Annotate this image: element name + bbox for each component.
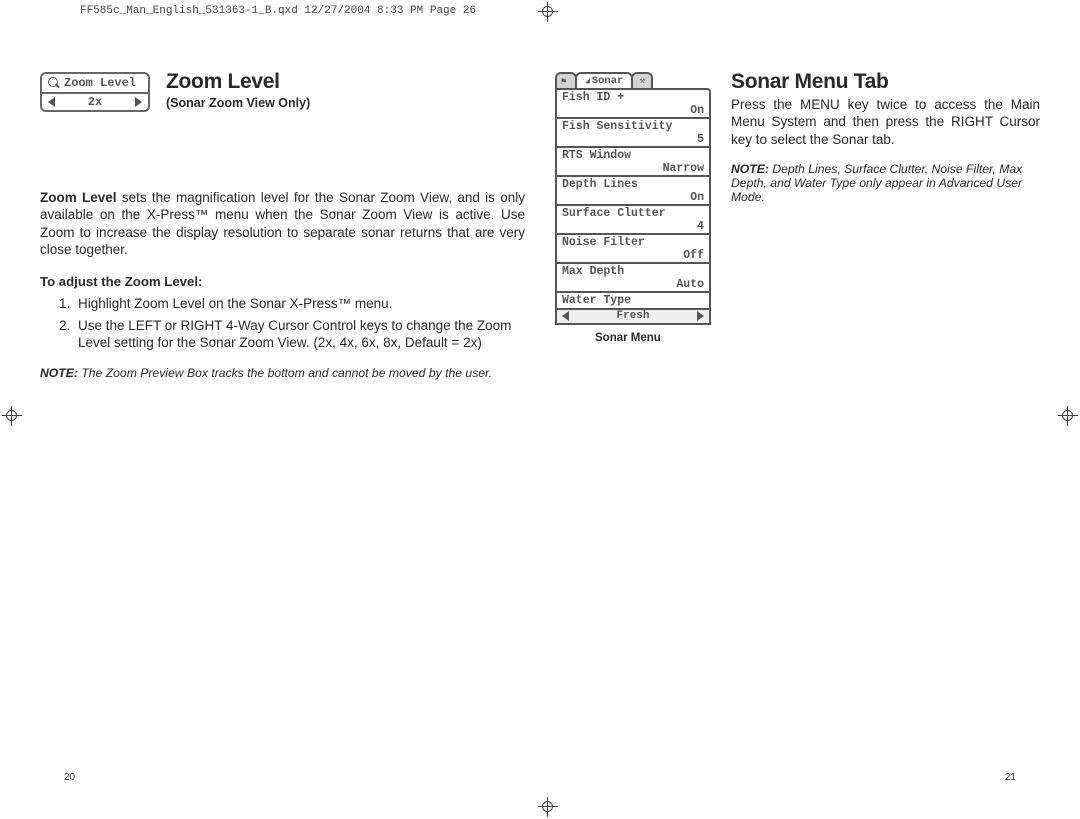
- zoom-level-subhead: (Sonar Zoom View Only): [166, 96, 310, 110]
- zoom-note: NOTE: The Zoom Preview Box tracks the bo…: [40, 366, 525, 380]
- step-2: Use the LEFT or RIGHT 4-Way Cursor Contr…: [74, 317, 525, 352]
- tab-sonar: Sonar: [575, 72, 633, 88]
- page-number-right: 21: [1005, 772, 1016, 783]
- crop-mark-right-icon: [1058, 406, 1078, 426]
- sonar-menu-paragraph: Press the MENU key twice to access the M…: [731, 96, 1040, 148]
- print-header: FF585c_Man_English_531363-1_B.qxd 12/27/…: [80, 6, 476, 17]
- menu-row-rts-window: RTS WindowNarrow: [557, 148, 709, 177]
- step-1: Highlight Zoom Level on the Sonar X-Pres…: [74, 295, 525, 313]
- left-arrow-icon: [562, 311, 569, 321]
- sonar-menu-heading: Sonar Menu Tab: [731, 70, 889, 94]
- menu-row-max-depth: Max DepthAuto: [557, 264, 709, 293]
- zoom-level-heading: Zoom Level: [166, 70, 310, 94]
- right-page: Sonar Fish ID +OnFish Sensitivity5RTS Wi…: [555, 30, 1040, 380]
- menu-row-fish-sensitivity: Fish Sensitivity5: [557, 119, 709, 148]
- zoom-level-widget: Zoom Level 2x: [40, 72, 150, 112]
- sonar-menu-screenshot: Sonar Fish ID +OnFish Sensitivity5RTS Wi…: [555, 72, 711, 344]
- zoom-widget-title: Zoom Level: [64, 77, 136, 89]
- tab-setup-icon: [631, 72, 653, 88]
- zoom-widget-value: 2x: [88, 96, 102, 108]
- menu-row-depth-lines: Depth LinesOn: [557, 177, 709, 206]
- sonar-icon: [585, 76, 590, 87]
- crop-mark-top-icon: [538, 2, 558, 22]
- page-number-left: 20: [64, 772, 75, 783]
- menu-row-noise-filter: Noise FilterOff: [557, 235, 709, 264]
- crop-mark-left-icon: [2, 406, 22, 426]
- right-arrow-icon: [135, 97, 142, 107]
- adjust-zoom-steps: Highlight Zoom Level on the Sonar X-Pres…: [74, 295, 525, 352]
- tab-alarms-icon: [555, 72, 577, 88]
- magnifier-icon: [48, 77, 60, 89]
- sonar-note: NOTE: Depth Lines, Surface Clutter, Nois…: [731, 162, 1040, 204]
- left-page: Zoom Level 2x Zoom Level (Sonar Zoom Vie…: [40, 30, 525, 380]
- sonar-menu-caption: Sonar Menu: [555, 333, 711, 345]
- left-arrow-icon: [48, 97, 55, 107]
- right-arrow-icon: [697, 311, 704, 321]
- menu-row-fish-id-: Fish ID +On: [557, 90, 709, 119]
- menu-row-surface-clutter: Surface Clutter4: [557, 206, 709, 235]
- adjust-zoom-heading: To adjust the Zoom Level:: [40, 274, 525, 289]
- crop-mark-bottom-icon: [538, 797, 558, 817]
- menu-row-selected: Water TypeFresh: [557, 293, 709, 323]
- zoom-level-paragraph: Zoom Level sets the magnification level …: [40, 189, 525, 258]
